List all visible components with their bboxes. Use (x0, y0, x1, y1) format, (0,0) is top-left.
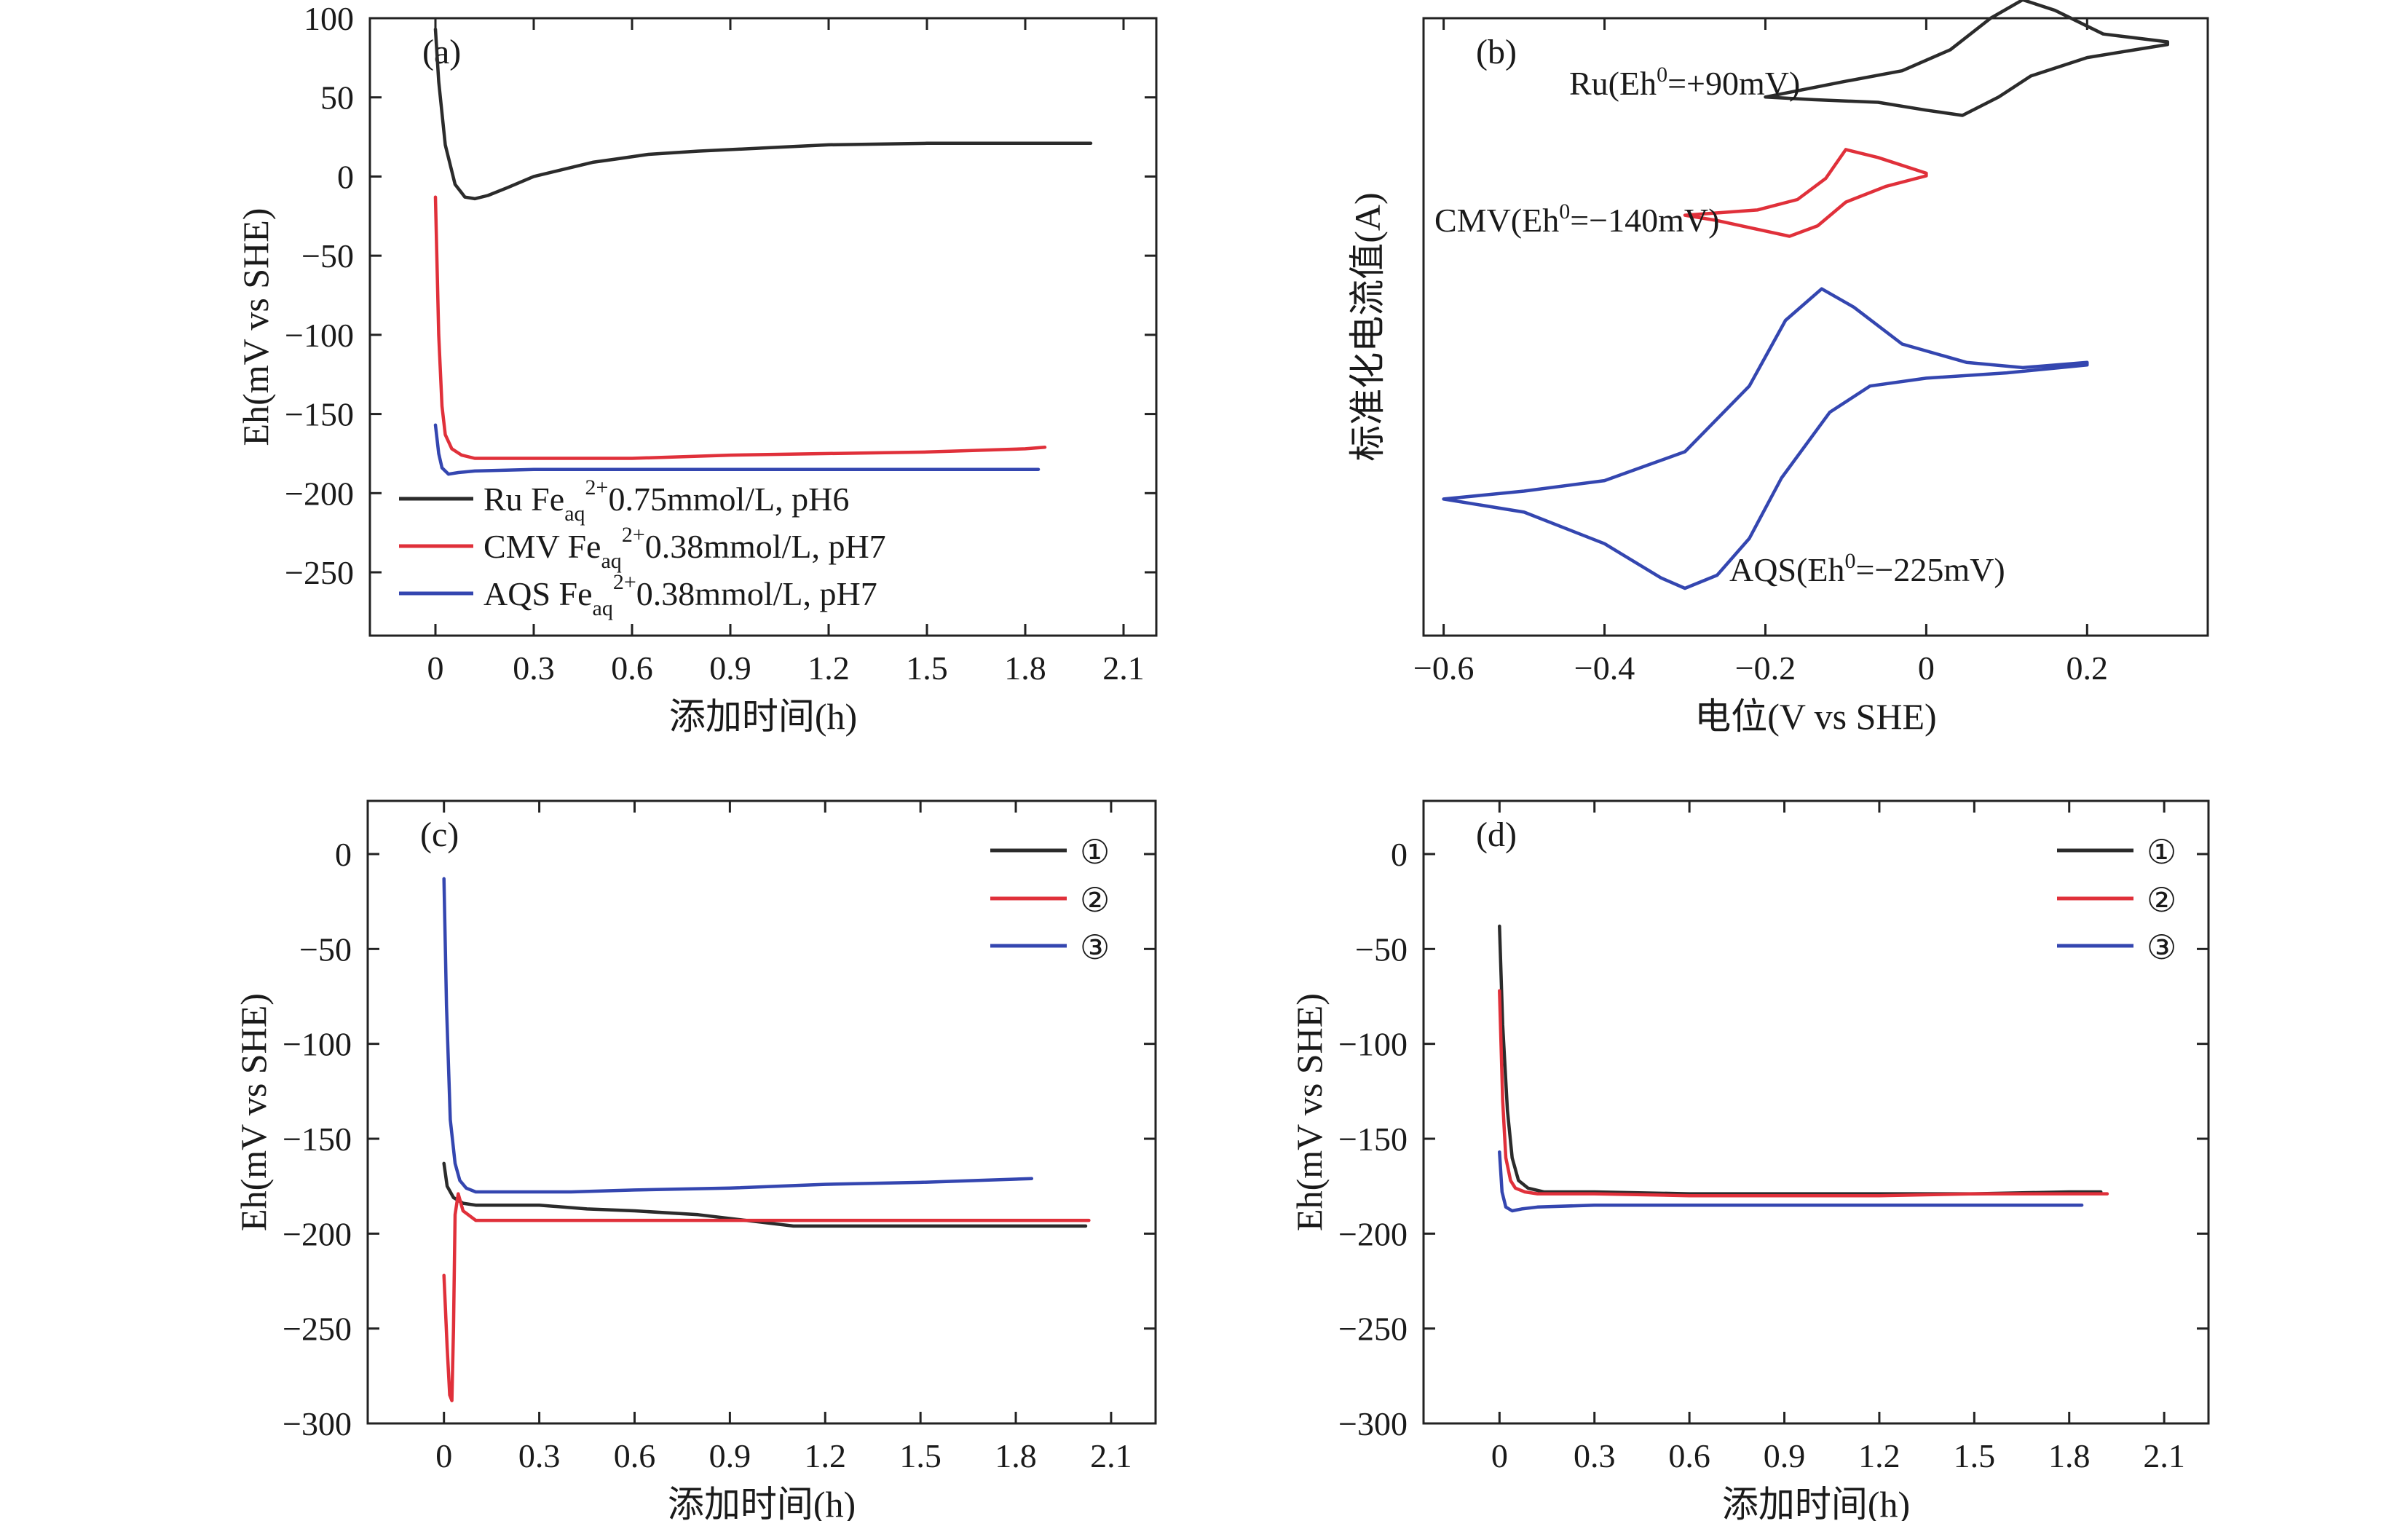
x-tick-label: 0 (427, 649, 444, 687)
y-axis-title: Eh(mV vs SHE) (1289, 993, 1330, 1231)
series-line-blue (442, 877, 1034, 1194)
y-tick-label: −150 (1338, 1121, 1408, 1158)
x-tick-label: 1.2 (805, 1437, 847, 1474)
series-line-black (433, 27, 1093, 201)
series-line-black (1498, 924, 2103, 1196)
x-tick-label: 0.9 (709, 649, 751, 687)
x-tick-label: 1.5 (899, 1437, 942, 1474)
series-line-red (1498, 989, 2109, 1198)
x-tick-label: 1.2 (1858, 1437, 1900, 1474)
series-line-blue (433, 423, 1041, 476)
y-tick-label: −200 (285, 475, 354, 512)
y-tick-label: −100 (1338, 1026, 1408, 1063)
y-axis-title: 标准化电流值(A) (1347, 192, 1388, 461)
y-tick-label: −50 (299, 931, 352, 968)
x-tick-label: 0 (1918, 649, 1935, 687)
x-tick-label: 2.1 (1090, 1437, 1132, 1474)
x-tick-label: 0 (435, 1437, 452, 1474)
panel-d: 0 0.3 0.6 0.9 1.2 1.5 1.8 2.1 0 −50 −100 −150 −200 −2… (1289, 799, 2210, 1521)
legend-entry: ③ (1080, 929, 1110, 966)
annotation-blue: AQS(Eh0=−225mV) (1729, 549, 2005, 588)
legend-entry: CMV Feaq2+0.38mmol/L, pH7 (483, 523, 886, 573)
x-axis-title: 添加时间(h) (668, 1484, 856, 1521)
x-tick-label: 1.8 (995, 1437, 1037, 1474)
y-axis-title: Eh(mV vs SHE) (235, 208, 276, 446)
x-tick-label: 0.6 (1668, 1437, 1710, 1474)
y-tick-label: 0 (1391, 836, 1408, 873)
y-tick-label: 0 (335, 836, 352, 873)
legend-entry: ① (2147, 834, 2176, 871)
series-line-blue (1498, 1150, 2084, 1213)
plot-frame (368, 17, 1158, 637)
y-tick-label: −150 (285, 396, 354, 433)
x-tick-label: 1.8 (2048, 1437, 2091, 1474)
panel-label: (c) (420, 815, 459, 854)
plot-frame (1422, 17, 2209, 637)
y-tick-label: −300 (1338, 1405, 1408, 1442)
annotation-black: Ru(Eh0=+90mV) (1569, 63, 1800, 102)
x-tick-label: −0.2 (1735, 649, 1796, 687)
legend-entry: ③ (2147, 929, 2176, 966)
x-tick-label: 0.3 (1574, 1437, 1616, 1474)
x-tick-label: 0.6 (614, 1437, 656, 1474)
panel-a: 0 0.3 0.6 0.9 1.2 1.5 1.8 2.1 100 50 0 −50 −100 −150 −… (235, 0, 1158, 737)
y-tick-label: −250 (1338, 1311, 1408, 1348)
x-tick-label: 0.9 (1764, 1437, 1806, 1474)
legend-entry: Ru Feaq2+0.75mmol/L, pH6 (483, 475, 849, 526)
panel-c: 0 0.3 0.6 0.9 1.2 1.5 1.8 2.1 0 −50 −100 −150 −200 −2… (233, 799, 1157, 1521)
x-tick-label: 0.3 (513, 649, 555, 687)
legend-entry: ② (1080, 882, 1110, 919)
y-tick-label: −200 (283, 1215, 352, 1252)
panel-b: −0.6 −0.4 −0.2 0 0.2 电位(V vs SHE) 标准化电流值(A) (b)… (1347, 0, 2209, 737)
panel-label: (b) (1476, 33, 1517, 71)
y-tick-label: −100 (285, 317, 354, 354)
panel-label: (a) (422, 33, 461, 71)
series-line-blue (1442, 287, 2089, 590)
legend-entry: ① (1080, 834, 1110, 871)
y-tick-label: −250 (285, 554, 354, 591)
y-tick-label: −250 (283, 1311, 352, 1348)
y-tick-label: 50 (320, 79, 354, 116)
plot-frame (366, 799, 1157, 1425)
x-tick-label: 0.2 (2066, 649, 2109, 687)
y-tick-label: −50 (301, 237, 354, 274)
plot-frame (1422, 799, 2210, 1425)
legend-entry: ② (2147, 882, 2176, 919)
x-tick-label: −0.4 (1574, 649, 1635, 687)
y-tick-label: −300 (283, 1405, 352, 1442)
x-tick-label: 1.5 (1954, 1437, 1996, 1474)
x-tick-label: 0.9 (709, 1437, 751, 1474)
series-line-red (442, 1192, 1091, 1402)
y-tick-label: −50 (1355, 931, 1408, 968)
x-tick-label: −0.6 (1413, 649, 1474, 687)
series-line-black (1764, 0, 2170, 117)
panel-label: (d) (1476, 815, 1517, 854)
x-tick-label: 0 (1491, 1437, 1508, 1474)
x-tick-label: 0.6 (611, 649, 653, 687)
y-tick-label: 0 (337, 158, 354, 195)
x-axis-title: 电位(V vs SHE) (1694, 696, 1936, 737)
series-line-red (433, 195, 1047, 460)
x-tick-label: 2.1 (2143, 1437, 2185, 1474)
y-tick-label: 100 (304, 0, 354, 37)
x-tick-label: 0.3 (518, 1437, 561, 1474)
y-axis-title: Eh(mV vs SHE) (233, 993, 274, 1231)
y-tick-label: −150 (283, 1121, 352, 1158)
x-tick-label: 1.8 (1004, 649, 1046, 687)
legend-entry: AQS Feaq2+0.38mmol/L, pH7 (483, 570, 877, 620)
y-tick-label: −100 (283, 1026, 352, 1063)
x-tick-label: 1.2 (808, 649, 850, 687)
x-tick-label: 2.1 (1102, 649, 1145, 687)
series-line-black (442, 1161, 1088, 1228)
y-tick-label: −200 (1338, 1215, 1408, 1252)
x-axis-title: 添加时间(h) (669, 696, 857, 737)
x-axis-title: 添加时间(h) (1722, 1484, 1910, 1521)
x-tick-label: 1.5 (906, 649, 948, 687)
annotation-red: CMV(Eh0=−140mV) (1434, 199, 1719, 239)
series-line-red (1683, 148, 1928, 238)
